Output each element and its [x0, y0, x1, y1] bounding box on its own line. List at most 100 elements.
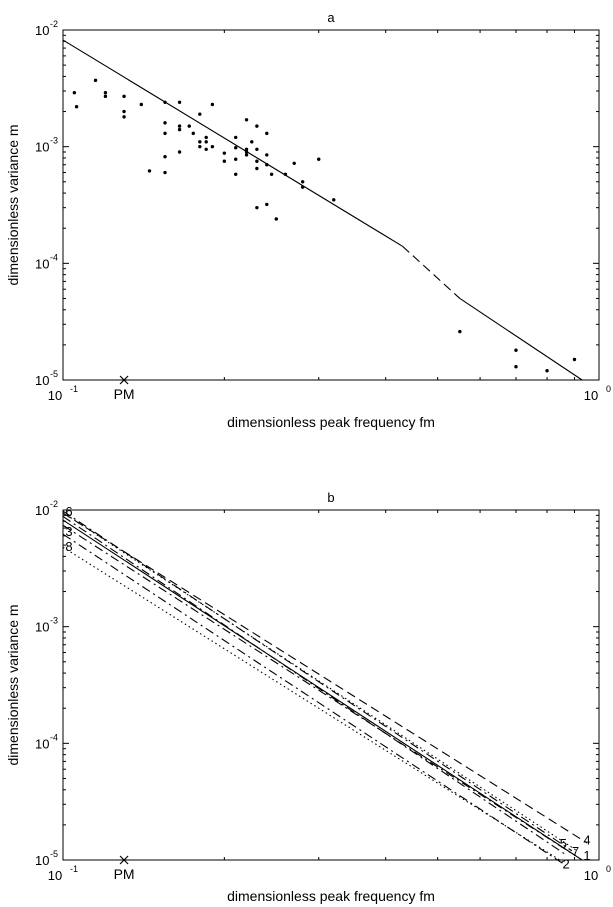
data-point: [163, 155, 167, 159]
y-tick-exponent: -4: [50, 732, 58, 742]
data-point: [572, 357, 577, 362]
y-tick-label: 10: [35, 23, 49, 38]
data-point: [210, 102, 215, 107]
chart-a-ticks: 10-510-410-310-210-1 10 0: [35, 19, 611, 403]
chart-b: b dimensionless peak frequency fm dimens…: [5, 490, 611, 904]
data-point: [177, 124, 182, 128]
series-line-1: [62, 519, 583, 861]
data-point: [122, 115, 126, 119]
series-line-5: [62, 516, 567, 856]
y-tick-exponent: -3: [50, 616, 58, 626]
chart-a-points: [72, 78, 577, 373]
data-point: [198, 140, 202, 144]
x-tick-exponent: -1: [70, 864, 78, 874]
data-point: [244, 150, 249, 154]
data-point: [177, 127, 182, 132]
data-point: [265, 153, 269, 157]
chart-b-xlabel: dimensionless peak frequency fm: [227, 888, 435, 904]
y-tick-label: 10: [35, 503, 49, 518]
series-line-7: [62, 512, 578, 852]
data-point: [255, 159, 259, 163]
data-point: [283, 172, 288, 176]
chart-a-ylabel: dimensionless variance m: [5, 124, 21, 285]
data-point: [255, 166, 259, 171]
data-point: [514, 365, 518, 369]
data-point: [210, 144, 215, 149]
data-point: [191, 131, 195, 136]
data-point: [317, 157, 321, 161]
chart-a-title: a: [327, 10, 335, 25]
data-point: [269, 172, 274, 176]
y-tick-exponent: -3: [50, 136, 58, 146]
data-point: [244, 153, 249, 157]
data-point: [103, 91, 108, 95]
data-point: [163, 121, 167, 125]
y-tick-exponent: -4: [50, 252, 58, 262]
data-point: [122, 94, 126, 99]
chart-b-ylabel: dimensionless variance m: [5, 604, 21, 765]
y-tick-exponent: -5: [50, 849, 58, 859]
chart-b-plot-frame: [62, 509, 600, 861]
series-label-4: 4: [583, 832, 590, 847]
data-point: [163, 131, 167, 136]
y-tick-label: 10: [35, 736, 49, 751]
chart-b-series: [62, 510, 588, 865]
data-point: [265, 131, 269, 136]
data-point: [234, 145, 238, 150]
data-point: [163, 170, 167, 175]
data-point: [332, 198, 336, 202]
series-label-3: 3: [65, 524, 72, 539]
x-tick-label: 10: [48, 868, 62, 883]
data-point: [255, 124, 259, 128]
series-label-7: 7: [572, 844, 579, 859]
fit-line-segment: [459, 297, 583, 381]
data-point: [514, 348, 518, 352]
chart-a-fit-line: [62, 39, 583, 381]
x-tick-label: 10: [48, 388, 62, 403]
chart-a-plot-frame: [62, 29, 600, 381]
data-point: [244, 118, 249, 122]
pm-marker-cross: [119, 855, 129, 865]
data-point: [255, 205, 259, 210]
data-point: [72, 91, 77, 95]
y-tick-label: 10: [35, 256, 49, 271]
data-point: [545, 369, 549, 373]
data-point: [163, 100, 167, 105]
y-tick-exponent: -5: [50, 369, 58, 379]
series-label-2: 2: [563, 857, 570, 872]
data-point: [265, 163, 269, 167]
chart-a-xlabel: dimensionless peak frequency fm: [227, 414, 435, 430]
series-line-3: [62, 524, 575, 856]
series-line-4: [62, 512, 588, 844]
y-tick-exponent: -2: [50, 19, 58, 29]
data-point: [139, 102, 144, 107]
data-point: [234, 172, 238, 176]
data-point: [222, 151, 227, 155]
y-tick-label: 10: [35, 140, 49, 155]
data-point: [300, 185, 305, 189]
pm-marker-label: PM: [114, 386, 135, 402]
x-tick-exponent: 0: [606, 864, 611, 874]
data-point: [234, 157, 238, 161]
fit-line-segment: [62, 39, 403, 247]
data-point: [122, 109, 126, 114]
chart-a: a dimensionless peak frequency fm dimens…: [5, 10, 611, 430]
series-line-2: [62, 533, 565, 865]
fit-line-segment: [402, 245, 461, 299]
data-point: [204, 135, 208, 140]
data-point: [274, 217, 278, 221]
pm-marker-label: PM: [114, 866, 135, 882]
data-point: [250, 140, 254, 144]
data-point: [204, 140, 208, 144]
y-tick-label: 10: [35, 620, 49, 635]
x-tick-exponent: -1: [70, 384, 78, 394]
y-tick-exponent: -2: [50, 499, 58, 509]
series-label-1: 1: [583, 848, 590, 863]
chart-b-pm-marker: PM: [114, 855, 135, 882]
chart-a-pm-marker: PM: [114, 375, 135, 402]
data-point: [265, 202, 269, 207]
data-point: [177, 100, 182, 105]
series-label-5: 5: [560, 836, 567, 851]
data-point: [292, 161, 296, 166]
